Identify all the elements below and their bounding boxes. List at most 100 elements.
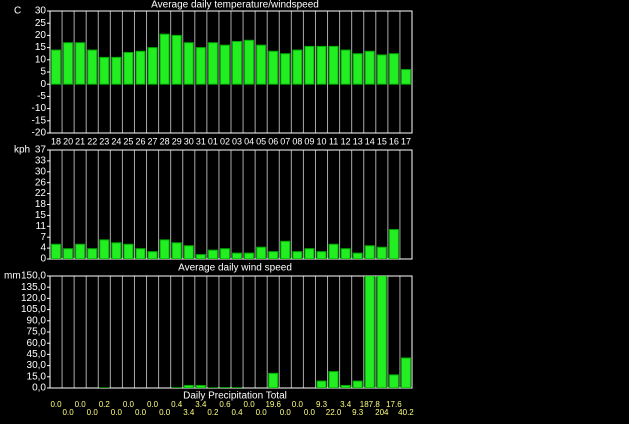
x-tick-label: 14: [365, 136, 375, 146]
bar: [147, 47, 158, 85]
unit-label: C: [14, 6, 21, 17]
x-tick-label: 11: [329, 136, 338, 146]
y-tick-label: 5: [40, 67, 46, 78]
y-tick-label: 37: [35, 145, 47, 156]
bar: [388, 229, 399, 259]
x-tick-label: 03: [232, 136, 242, 146]
x-tick-label: 17: [401, 136, 411, 146]
value-label: 204: [375, 408, 389, 417]
x-tick-label: 31: [196, 136, 206, 146]
y-tick-label: 25: [35, 18, 47, 29]
value-label: 17.6: [386, 400, 402, 409]
bar: [232, 41, 243, 85]
chart-title: Average daily wind speed: [178, 263, 292, 274]
x-tick-label: 27: [148, 136, 158, 146]
bar: [256, 44, 267, 85]
bar: [207, 249, 218, 259]
bar: [244, 39, 255, 85]
value-label: 0.0: [75, 400, 87, 409]
bar: [135, 248, 146, 259]
x-tick-label: 16: [389, 136, 399, 146]
y-tick-label: 20: [35, 30, 47, 41]
y-tick-label: 120,0: [21, 293, 46, 304]
bar: [183, 42, 194, 85]
y-tick-label: 4: [40, 243, 46, 254]
bar: [63, 248, 74, 259]
bar: [328, 45, 339, 85]
bar: [364, 245, 375, 259]
x-tick-label: 02: [220, 136, 230, 146]
bar: [123, 243, 134, 259]
bar: [316, 380, 327, 388]
unit-label: mm: [4, 271, 21, 282]
bar: [328, 243, 339, 259]
x-tick-label: 12: [341, 136, 351, 146]
y-tick-label: 45,0: [27, 349, 47, 360]
y-tick-label: 11: [36, 221, 47, 232]
bar: [195, 254, 206, 259]
y-tick-label: 10: [35, 54, 47, 65]
bar: [304, 248, 315, 259]
value-label: 9.3: [352, 408, 364, 417]
y-tick-label: 33: [35, 156, 47, 167]
y-tick-label: -20: [32, 128, 47, 139]
bar: [316, 45, 327, 85]
x-tick-label: 01: [208, 136, 218, 146]
bar: [340, 248, 351, 259]
bar: [135, 50, 146, 85]
value-label: 0.0: [123, 400, 135, 409]
y-tick-label: 75,0: [27, 327, 47, 338]
value-label: 19.6: [265, 400, 281, 409]
value-label: 0.0: [244, 400, 256, 409]
x-tick-label: 07: [280, 136, 290, 146]
bar: [268, 50, 279, 85]
x-tick-label: 26: [135, 136, 145, 146]
y-tick-label: 60,0: [27, 338, 47, 349]
value-label: 0.0: [280, 408, 292, 417]
x-tick-label: 21: [75, 136, 85, 146]
bar: [352, 252, 363, 259]
bar: [51, 49, 62, 85]
x-tick-label: 08: [292, 136, 302, 146]
bar: [388, 374, 399, 388]
bar: [340, 49, 351, 85]
y-tick-label: 15,0: [27, 371, 47, 382]
bar: [195, 47, 206, 85]
y-tick-label: 135,0: [21, 282, 46, 293]
x-tick-label: 15: [377, 136, 387, 146]
bar: [400, 357, 411, 388]
y-tick-label: 0: [40, 79, 46, 90]
y-tick-label: 15: [35, 42, 47, 53]
value-label: 0.0: [256, 408, 268, 417]
bar: [376, 276, 387, 388]
y-tick-label: 30,0: [27, 360, 47, 371]
bar: [75, 42, 86, 85]
plot-frame: [49, 149, 413, 260]
x-tick-label: 05: [256, 136, 266, 146]
bar: [219, 44, 231, 85]
chart-title: Average daily temperature/windspeed: [151, 0, 319, 11]
x-tick-label: 30: [184, 136, 194, 146]
value-label: 0.0: [147, 400, 159, 409]
value-label: 0.0: [292, 400, 304, 409]
unit-label: kph: [14, 145, 30, 156]
y-tick-label: 15: [35, 210, 47, 221]
value-label: 0.4: [171, 400, 183, 409]
bar: [304, 45, 315, 85]
value-label: 0.6: [219, 400, 231, 409]
y-tick-label: 30: [35, 166, 47, 177]
bar: [195, 384, 206, 388]
x-tick-label: 20: [63, 136, 73, 146]
bar: [244, 252, 255, 259]
y-tick-label: 0: [40, 254, 46, 265]
value-label: 0.4: [231, 408, 243, 417]
bar: [87, 248, 98, 259]
value-label: 0.0: [304, 408, 316, 417]
y-tick-label: 26: [35, 177, 47, 188]
bar: [159, 239, 170, 259]
value-label: 0.0: [135, 408, 147, 417]
plot-frame: [49, 10, 413, 134]
value-label: 0.0: [63, 408, 75, 417]
x-tick-label: 23: [99, 136, 109, 146]
